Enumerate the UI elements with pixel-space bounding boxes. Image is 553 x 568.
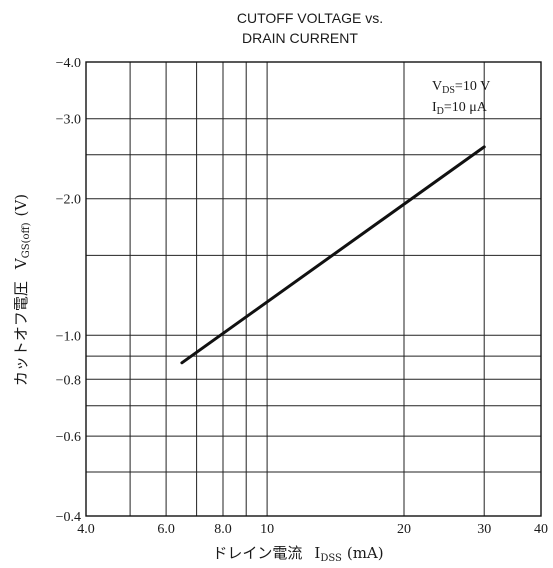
x-tick-label: 20 (397, 522, 411, 537)
y-axis-label-symbol: V (12, 257, 30, 270)
annotation-vds-symbol: V (432, 79, 442, 94)
x-tick-labels: 4.0 6.0 8.0 10 20 30 40 (77, 522, 548, 537)
y-tick-label: −0.8 (56, 373, 81, 388)
y-axis-label-main: カットオフ電圧 (12, 281, 30, 386)
x-axis-label: ドレイン電流 IDSS (mA) (212, 544, 383, 564)
x-tick-label: 6.0 (157, 522, 175, 537)
y-tick-labels: −4.0 −3.0 −2.0 −1.0 −0.8 −0.6 −0.4 (56, 56, 81, 525)
series-layer (180, 145, 486, 365)
x-axis-label-unit: (mA) (347, 544, 384, 562)
y-tick-label: −4.0 (56, 56, 81, 71)
x-tick-label: 10 (260, 522, 274, 537)
y-tick-label: −2.0 (56, 193, 81, 208)
annotation-id-subscript: D (437, 106, 444, 117)
y-tick-label: −3.0 (56, 113, 81, 128)
chart-title-line-2: DRAIN CURRENT (242, 30, 358, 46)
annotation-vds-value: =10 V (455, 79, 490, 94)
chart-title-line-1: CUTOFF VOLTAGE vs. (237, 10, 383, 26)
y-axis-label-unit: (V) (12, 194, 30, 217)
annotation-vds-subscript: DS (442, 85, 455, 96)
series-line-0 (180, 145, 486, 365)
x-axis-label-symbol: I (314, 544, 320, 562)
x-tick-label: 30 (477, 522, 491, 537)
annotation-id-symbol: I (432, 100, 437, 115)
x-tick-label: 4.0 (77, 522, 95, 537)
annotation-vds: VDS=10 V (432, 79, 490, 96)
x-axis-label-subscript: DSS (320, 553, 342, 564)
annotation-id: ID=10 μA (432, 100, 488, 117)
y-tick-label: −1.0 (56, 329, 81, 344)
x-tick-label: 40 (534, 522, 548, 537)
grid-lines (85, 61, 542, 517)
y-axis-label-subscript: GS(off) (21, 222, 32, 258)
y-tick-label: −0.6 (56, 430, 81, 445)
y-axis-label: カットオフ電圧 VGS(off) (V) (12, 194, 32, 386)
x-axis-label-main: ドレイン電流 (212, 544, 302, 562)
y-tick-label: −0.4 (56, 510, 81, 525)
plot-frame (85, 61, 542, 517)
annotation-id-value: =10 μA (444, 100, 488, 115)
x-tick-label: 8.0 (214, 522, 232, 537)
